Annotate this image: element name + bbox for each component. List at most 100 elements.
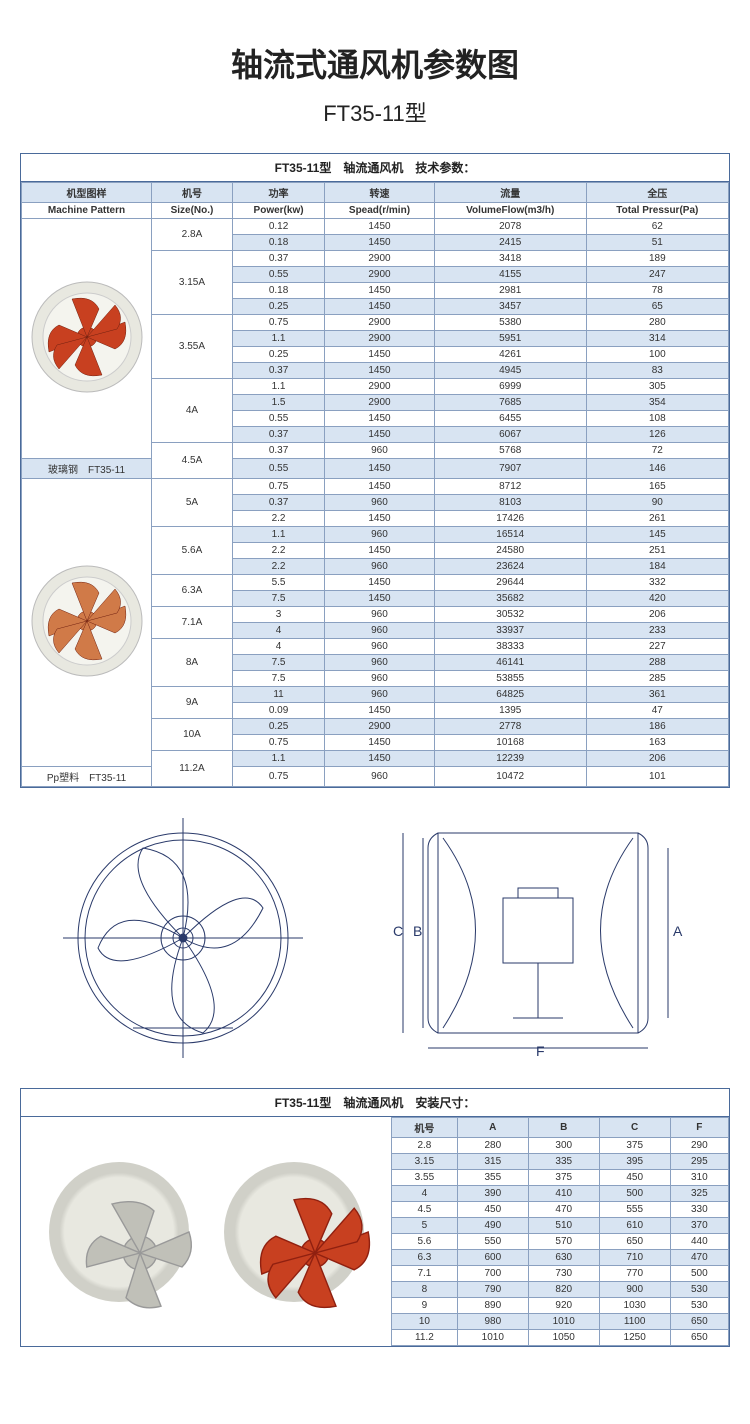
specs-header-cn: 机型图样 机号 功率 转速 流量 全压	[22, 183, 729, 203]
hdr-pattern-cn: 机型图样	[22, 183, 152, 203]
data-cell: 2900	[325, 251, 435, 267]
data-cell: 960	[325, 623, 435, 639]
size-cell: 10A	[152, 719, 233, 751]
data-cell: 1450	[325, 299, 435, 315]
data-cell: 4155	[434, 267, 586, 283]
size-cell: 11.2A	[152, 751, 233, 787]
data-cell: 2981	[434, 283, 586, 299]
data-cell: 650	[670, 1314, 728, 1330]
data-cell: 960	[325, 639, 435, 655]
data-cell: 0.75	[232, 767, 324, 787]
data-cell: 0.75	[232, 479, 324, 495]
data-cell: 450	[457, 1202, 528, 1218]
data-cell: 2900	[325, 267, 435, 283]
data-cell: 960	[325, 671, 435, 687]
data-cell: 1.1	[232, 527, 324, 543]
data-cell: 5768	[434, 443, 586, 459]
data-cell: 7.1	[392, 1266, 458, 1282]
data-cell: 310	[670, 1170, 728, 1186]
fan-product-icon	[49, 1162, 189, 1302]
data-cell: 0.55	[232, 459, 324, 479]
data-cell: 247	[586, 267, 728, 283]
data-cell: 2900	[325, 379, 435, 395]
data-cell: 6999	[434, 379, 586, 395]
data-cell: 0.18	[232, 283, 324, 299]
data-cell: 7685	[434, 395, 586, 411]
data-cell: 251	[586, 543, 728, 559]
data-cell: 145	[586, 527, 728, 543]
table-row: 5A0.7514508712165	[22, 479, 729, 495]
table-row: 4390410500325	[392, 1186, 729, 1202]
data-cell: 7.5	[232, 671, 324, 687]
data-cell: 1450	[325, 751, 435, 767]
data-cell: 0.37	[232, 363, 324, 379]
hdr-power-cn: 功率	[232, 183, 324, 203]
size-cell: 6.3A	[152, 575, 233, 607]
data-cell: 1250	[599, 1330, 670, 1346]
table-row: 5.6550570650440	[392, 1234, 729, 1250]
table-row: 6.3600630710470	[392, 1250, 729, 1266]
data-cell: 0.09	[232, 703, 324, 719]
data-cell: 650	[599, 1234, 670, 1250]
data-cell: 1450	[325, 735, 435, 751]
data-cell: 1450	[325, 283, 435, 299]
data-cell: 450	[599, 1170, 670, 1186]
data-cell: 395	[599, 1154, 670, 1170]
data-cell: 10	[392, 1314, 458, 1330]
hdr-size-en: Size(No.)	[152, 203, 233, 219]
data-cell: 1450	[325, 411, 435, 427]
data-cell: 1450	[325, 511, 435, 527]
hdr-speed-cn: 转速	[325, 183, 435, 203]
data-cell: 375	[528, 1170, 599, 1186]
data-cell: 9	[392, 1298, 458, 1314]
data-cell: 233	[586, 623, 728, 639]
size-cell: 5.6A	[152, 527, 233, 575]
page-title: 轴流式通风机参数图	[20, 40, 730, 86]
table-row: 3.55355375450310	[392, 1170, 729, 1186]
data-cell: 33937	[434, 623, 586, 639]
data-cell: 470	[528, 1202, 599, 1218]
data-cell: 370	[670, 1218, 728, 1234]
diagram-label-a: A	[673, 923, 683, 939]
data-cell: 5951	[434, 331, 586, 347]
data-cell: 0.55	[232, 411, 324, 427]
data-cell: 11	[232, 687, 324, 703]
data-cell: 2415	[434, 235, 586, 251]
data-cell: 1450	[325, 591, 435, 607]
data-cell: 38333	[434, 639, 586, 655]
specs-caption: FT35-11型 轴流通风机 技术参数：	[21, 154, 729, 182]
data-cell: 0.37	[232, 495, 324, 511]
dims-caption: FT35-11型 轴流通风机 安装尺寸：	[21, 1089, 729, 1117]
data-cell: 290	[670, 1138, 728, 1154]
data-cell: 24580	[434, 543, 586, 559]
diagram-label-f: F	[536, 1043, 545, 1058]
dims-header: 机号 A B C F	[392, 1118, 729, 1138]
data-cell: 2778	[434, 719, 586, 735]
data-cell: 206	[586, 751, 728, 767]
data-cell: 146	[586, 459, 728, 479]
hdr-speed-en: Spead(r/min)	[325, 203, 435, 219]
table-row: 98909201030530	[392, 1298, 729, 1314]
data-cell: 2.2	[232, 511, 324, 527]
data-cell: 90	[586, 495, 728, 511]
data-cell: 1450	[325, 479, 435, 495]
data-cell: 11.2	[392, 1330, 458, 1346]
data-cell: 186	[586, 719, 728, 735]
data-cell: 600	[457, 1250, 528, 1266]
size-cell: 4A	[152, 379, 233, 443]
data-cell: 1010	[457, 1330, 528, 1346]
data-cell: 261	[586, 511, 728, 527]
table-row: 3.15315335395295	[392, 1154, 729, 1170]
diagram-label-b: B	[413, 923, 422, 939]
hdr-flow-en: VolumeFlow(m3/h)	[434, 203, 586, 219]
data-cell: 470	[670, 1250, 728, 1266]
data-cell: 206	[586, 607, 728, 623]
data-cell: 17426	[434, 511, 586, 527]
hdr-press-en: Total Pressur(Pa)	[586, 203, 728, 219]
data-cell: 7.5	[232, 655, 324, 671]
data-cell: 325	[670, 1186, 728, 1202]
table-row: 玻璃钢 FT35-110.5514507907146	[22, 459, 729, 479]
table-row: 1098010101100650	[392, 1314, 729, 1330]
data-cell: 6455	[434, 411, 586, 427]
table-row: 8790820900530	[392, 1282, 729, 1298]
